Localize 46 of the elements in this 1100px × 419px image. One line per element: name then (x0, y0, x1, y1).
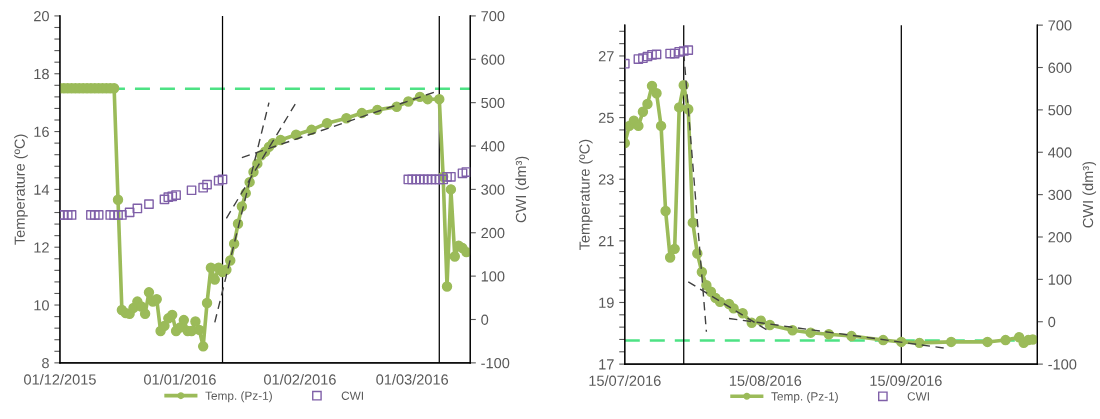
y-tick-label: 23 (598, 174, 614, 185)
y2-tick-label: 600 (481, 54, 505, 65)
legend-label: CWI (907, 392, 929, 401)
y2-tick-label: 0 (481, 314, 489, 325)
legend-label: Temp. (Pz-1) (205, 391, 272, 403)
y-tick-label: 17 (599, 359, 614, 370)
y-axis-title: Temperature (ºC) (14, 134, 28, 245)
x-tick-label: 15/09/2016 (870, 375, 942, 386)
x-tick-label: 01/01/2016 (144, 373, 216, 385)
y-axis-title: Temperature (ºC) (579, 139, 593, 251)
y2-tick-label: 200 (481, 227, 505, 239)
y2-tick-label: 100 (481, 271, 505, 282)
x-tick-label: 15/08/2016 (729, 375, 802, 386)
y2-tick-label: -100 (481, 357, 510, 369)
x-tick-label: 01/12/2015 (24, 373, 96, 385)
y2-tick-label: 400 (481, 141, 505, 152)
y-tick-label: 19 (599, 297, 614, 308)
y-tick-label: 21 (598, 235, 614, 247)
y-tick-label: 20 (34, 11, 49, 22)
legend-label: Temp. (Pz-1) (771, 391, 838, 403)
y-tick-label: 8 (42, 357, 49, 369)
y-tick-label: 27 (598, 51, 614, 62)
y2-tick-label: 0 (1048, 316, 1056, 328)
y2-tick-label: 700 (481, 11, 505, 22)
y-tick-label: 10 (34, 300, 49, 311)
y2-tick-label: 200 (1048, 232, 1072, 243)
y-tick-label: 14 (34, 184, 50, 195)
x-tick-label: 01/03/2016 (376, 373, 449, 385)
y-tick-label: 12 (34, 242, 49, 253)
y-tick-label: 25 (598, 112, 614, 124)
y-tick-label: 18 (34, 68, 49, 80)
y2-tick-label: 600 (1048, 62, 1072, 73)
y2-tick-label: 500 (1048, 104, 1072, 116)
y2-tick-label: 500 (481, 97, 505, 109)
y2-tick-label: -100 (1048, 359, 1077, 370)
legend-label: CWI (341, 391, 363, 400)
y2-tick-label: 300 (1048, 189, 1072, 201)
y2-tick-label: 300 (481, 184, 505, 195)
y2-axis-title: CWI (dm³) (1082, 161, 1097, 228)
y2-tick-label: 100 (1048, 274, 1072, 285)
y2-tick-label: 400 (1048, 147, 1072, 158)
x-tick-label: 01/02/2016 (264, 373, 336, 385)
y-tick-label: 16 (34, 126, 49, 137)
y2-tick-label: 700 (1048, 20, 1072, 31)
y2-axis-title: CWI (dm³) (515, 156, 529, 223)
x-tick-label: 15/07/2016 (589, 375, 661, 386)
